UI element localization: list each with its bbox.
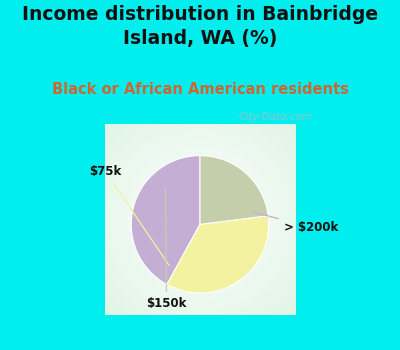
- Wedge shape: [131, 156, 200, 285]
- Text: Black or African American residents: Black or African American residents: [52, 82, 348, 97]
- Wedge shape: [167, 216, 269, 293]
- Text: City-Data.com: City-Data.com: [238, 112, 312, 122]
- Text: $150k: $150k: [146, 188, 187, 310]
- Text: > $200k: > $200k: [253, 212, 338, 234]
- Text: Income distribution in Bainbridge
Island, WA (%): Income distribution in Bainbridge Island…: [22, 5, 378, 48]
- Text: $75k: $75k: [90, 165, 169, 265]
- Wedge shape: [200, 156, 268, 224]
